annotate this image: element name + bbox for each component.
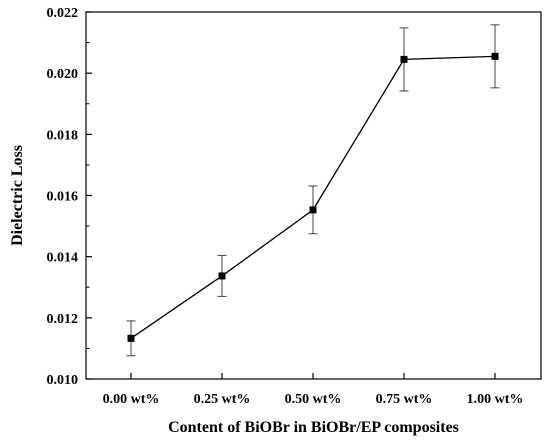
y-tick-label: 0.012 <box>47 312 79 327</box>
y-tick-label: 0.022 <box>47 6 79 21</box>
y-axis-title: Dielectric Loss <box>9 145 26 246</box>
data-point <box>127 334 135 342</box>
y-tick-label: 0.020 <box>47 67 79 82</box>
y-tick-label: 0.016 <box>47 190 79 205</box>
y-tick-label: 0.014 <box>47 251 79 266</box>
x-tick-label: 0.00 wt% <box>103 392 160 407</box>
plot-layer: 0.010 0.012 0.014 0.016 0.018 0.020 0.022 0.00 … <box>47 6 542 407</box>
y-tick-label: 0.018 <box>47 128 79 143</box>
x-tick-label: 1.00 wt% <box>467 392 524 407</box>
data-point <box>491 52 499 60</box>
data-point <box>400 55 408 63</box>
data-point <box>218 272 226 280</box>
x-axis-title: Content of BiOBr in BiOBr/EP composites <box>168 419 459 436</box>
x-tick-label: 0.50 wt% <box>285 392 342 407</box>
x-tick-label: 0.75 wt% <box>376 392 433 407</box>
x-tick-label: 0.25 wt% <box>194 392 251 407</box>
data-point <box>309 206 317 214</box>
y-tick-label: 0.010 <box>47 373 79 388</box>
